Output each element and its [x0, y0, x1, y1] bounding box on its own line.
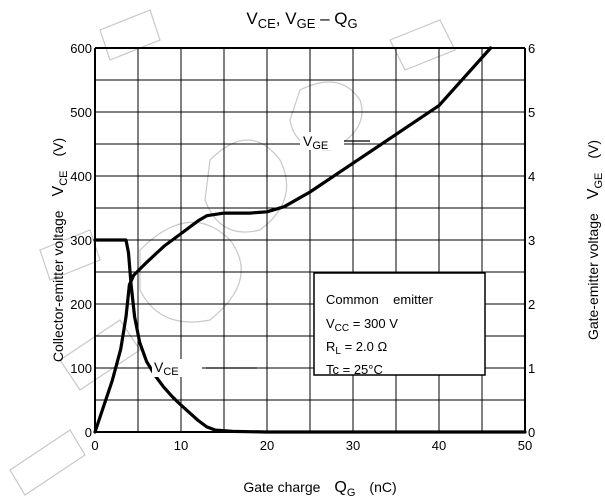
y-right-axis-label: Gate-emitter voltageVGE(V): [585, 140, 605, 340]
x-tick-label: 20: [260, 438, 274, 453]
y-right-tick-label: 4: [528, 169, 535, 184]
x-tick-label: 0: [91, 438, 98, 453]
vce-label: VCE: [152, 359, 257, 378]
y-left-tick-label: 500: [70, 105, 92, 120]
y-left-tick-label: 600: [70, 41, 92, 56]
chart-title: VCE, VGE – QG: [246, 9, 357, 31]
y-right-tick-label: 1: [528, 361, 535, 376]
y-left-tick-label: 400: [70, 169, 92, 184]
series-layer: [93, 46, 527, 434]
y-right-tick-label: 3: [528, 233, 535, 248]
svg-text:Tc = 25°C: Tc = 25°C: [326, 362, 383, 377]
vge-label: VGE: [300, 132, 370, 152]
y-right-tick-label: 5: [528, 105, 535, 120]
x-tick-label: 10: [174, 438, 188, 453]
svg-text:VGE: VGE: [303, 133, 328, 152]
y-left-tick-label: 300: [70, 233, 92, 248]
y-left-tick-label: 200: [70, 297, 92, 312]
svg-text:Common emitter: Common emitter: [326, 292, 434, 307]
y-left-tick-label: 100: [70, 361, 92, 376]
watermark: [9, 9, 456, 496]
series-line-vge: [93, 46, 493, 434]
x-tick-label: 30: [346, 438, 360, 453]
svg-text:VCC = 300 V: VCC = 300 V: [326, 316, 398, 334]
x-tick-label: 40: [432, 438, 446, 453]
y-left-tick-label: 0: [85, 425, 92, 440]
y-right-tick-label: 2: [528, 297, 535, 312]
y-right-tick-label: 6: [528, 41, 535, 56]
y-left-axis-label: Collector-emitter voltageVCE(V): [50, 138, 70, 362]
x-axis-label: Gate charge QG (nC): [243, 479, 396, 499]
annotation-box: Common emitter VCC = 300 V RL = 2.0 Ω Tc…: [313, 272, 486, 377]
svg-text:RL = 2.0 Ω: RL = 2.0 Ω: [326, 339, 387, 357]
y-right-tick-label: 0: [528, 425, 535, 440]
x-tick-label: 50: [518, 438, 532, 453]
svg-text:VCE: VCE: [154, 359, 179, 378]
